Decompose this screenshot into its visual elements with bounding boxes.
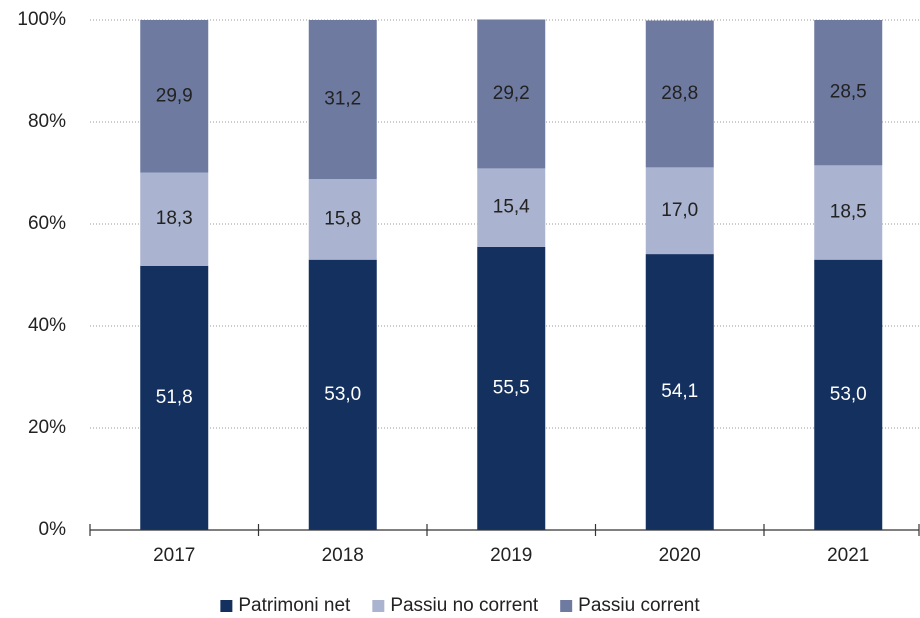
bar-segment — [140, 20, 209, 173]
data-label: 28,5 — [830, 82, 867, 103]
bar-segment — [308, 20, 377, 180]
bar-segment — [140, 265, 209, 530]
x-tick-label: 2021 — [827, 545, 869, 566]
legend-label: Patrimoni net — [238, 595, 351, 616]
data-label: 53,0 — [830, 384, 867, 405]
data-label: 31,2 — [324, 89, 361, 110]
data-label: 54,1 — [661, 381, 698, 402]
data-label: 28,8 — [661, 83, 698, 104]
x-tick-label: 2017 — [153, 545, 195, 566]
legend-swatch — [372, 600, 385, 612]
data-label: 18,3 — [156, 208, 193, 229]
legend-swatch — [560, 600, 573, 612]
legend-swatch — [220, 600, 233, 612]
bar-segment — [140, 172, 209, 266]
x-tick-label: 2020 — [659, 545, 701, 566]
bar-segment — [814, 20, 883, 166]
data-label: 17,0 — [661, 200, 698, 221]
data-label: 18,5 — [830, 202, 867, 223]
data-label: 29,9 — [156, 85, 193, 106]
x-tick-label: 2018 — [322, 545, 364, 566]
bar-segment — [645, 167, 714, 255]
legend-label: Passiu corrent — [578, 595, 700, 616]
data-label: 53,0 — [324, 384, 361, 405]
bar-segment — [814, 259, 883, 530]
bar-segment — [645, 254, 714, 530]
y-tick-label: 20% — [28, 417, 66, 438]
y-tick-label: 40% — [28, 315, 66, 336]
bar-segment — [477, 168, 546, 247]
legend-label: Passiu no corrent — [390, 595, 539, 616]
data-label: 29,2 — [493, 83, 530, 104]
x-tick-label: 2019 — [490, 545, 532, 566]
y-tick-label: 0% — [39, 519, 67, 540]
bar-segment — [308, 259, 377, 530]
bar-segment — [814, 165, 883, 260]
bar-segment — [477, 19, 546, 169]
bar-segment — [645, 20, 714, 168]
data-label: 15,8 — [324, 208, 361, 229]
data-label: 55,5 — [493, 377, 530, 398]
y-tick-label: 80% — [28, 111, 66, 132]
data-label: 15,4 — [493, 197, 530, 218]
data-label: 51,8 — [156, 387, 193, 408]
bar-segment — [477, 246, 546, 530]
y-tick-label: 60% — [28, 213, 66, 234]
bar-segment — [308, 179, 377, 260]
y-tick-label: 100% — [17, 9, 66, 30]
